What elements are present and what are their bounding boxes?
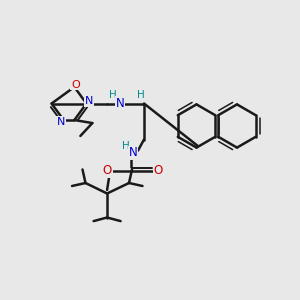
Text: O: O [103, 164, 112, 178]
Text: N: N [56, 116, 65, 127]
Text: N: N [85, 96, 94, 106]
Text: H: H [137, 90, 145, 100]
Text: H: H [122, 141, 130, 152]
Text: N: N [116, 97, 124, 110]
Text: O: O [154, 164, 163, 178]
Text: O: O [71, 80, 80, 90]
Text: H: H [109, 90, 117, 100]
Text: N: N [128, 146, 137, 160]
